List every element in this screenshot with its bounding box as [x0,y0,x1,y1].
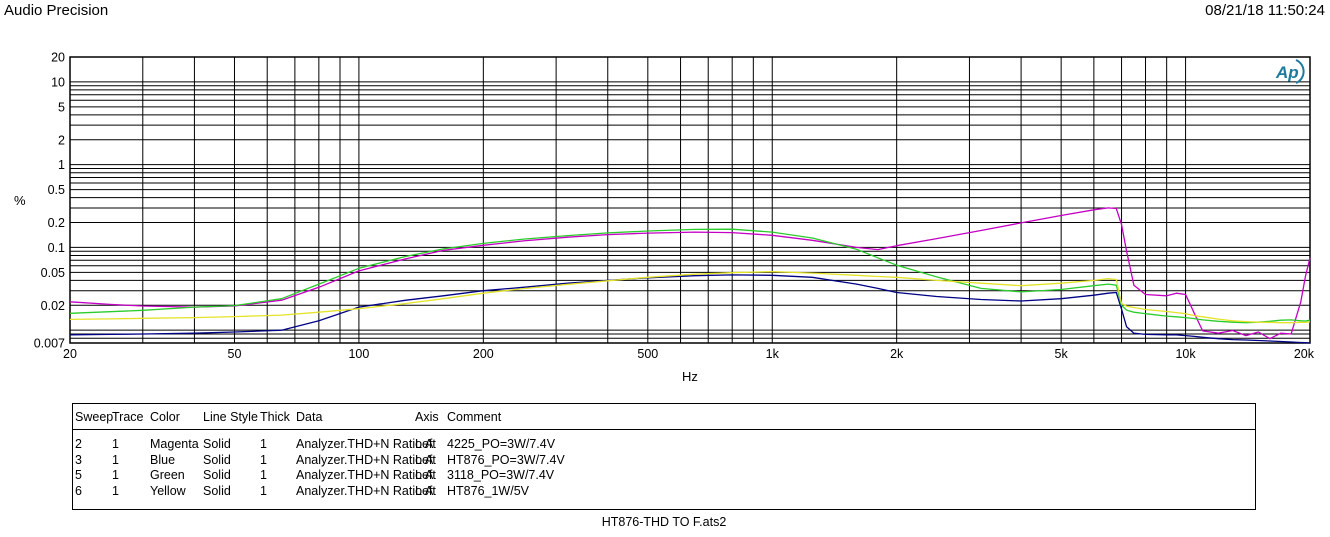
legend-cell: HT876_PO=3W/7.4V [447,452,565,467]
legend-cell: Analyzer.THD+N Ratio A [296,483,434,498]
legend-cell: Left [415,468,436,482]
x-axis-tick-label: 100 [348,347,369,361]
trace-yellow [69,270,1311,324]
legend-column-header: Color [150,410,180,424]
legend-cell: Solid [203,468,231,482]
legend-row: 6 1 Yellow Solid 1 Analyzer.THD+N Ratio A Left… [75,484,1255,500]
legend-column-header: Axis [415,410,439,424]
legend-cell: 6 [75,483,82,498]
legend-cell: Solid [203,437,231,451]
y-axis-tick-label: 0.05 [41,266,65,280]
legend-cell: Left [415,437,436,451]
legend-cell: Solid [203,483,231,498]
legend-row: 2 1 Magenta Solid 1 Analyzer.THD+N Ratio A Lef… [75,437,1255,453]
legend-column-header: Thick [260,410,290,424]
x-axis-tick-label: 500 [637,347,658,361]
legend-cell: 1 [260,437,267,451]
legend-cell: 1 [112,452,119,467]
y-axis-tick-label: 0.1 [48,241,65,255]
x-axis-tick-label: 50 [228,347,242,361]
legend-table: Sweep Trace Color Line Style Thick Data Axis Co… [72,403,1256,510]
x-axis-tick-label: 20k [1294,347,1315,361]
legend-cell: Left [415,483,436,498]
legend-column-header: Trace [112,410,144,424]
legend-cell: Solid [203,452,231,467]
y-axis-tick-label: 0.02 [41,299,65,313]
x-axis-tick-label: 5k [1055,347,1069,361]
legend-cell: 1 [112,483,119,498]
y-axis-tick-label: 1 [58,158,65,172]
trace-blue [69,274,1311,344]
plot-frame [69,56,1311,344]
legend-column-header: Comment [447,410,502,424]
file-caption: HT876-THD TO F.ats2 [601,515,727,529]
legend-column-header: Data [296,410,323,424]
y-axis-tick-label: 5 [58,100,65,114]
trace-magenta [69,207,1311,340]
legend-cell: 1 [260,483,267,498]
legend-cell: 1 [112,437,119,451]
legend-cell: Left [415,452,436,467]
legend-cell: HT876_1W/5V [447,483,529,498]
legend-column-header: Line Style [203,410,258,424]
legend-table-header: Sweep Trace Color Line Style Thick Data Axis Co… [73,404,1255,430]
audio-precision-logo-icon: Ap [1275,63,1299,82]
legend-cell: Yellow [150,483,186,498]
y-axis-tick-label: 10 [51,75,65,89]
legend-cell: 1 [260,452,267,467]
y-axis-tick-label: 0.2 [48,216,65,230]
legend-cell: 2 [75,437,82,451]
x-axis-tick-label: 1k [766,347,780,361]
legend-cell: Magenta [150,437,199,451]
legend-row: 3 1 Blue Solid 1 Analyzer.THD+N Ratio A Left HT… [75,453,1255,469]
legend-cell: 3118_PO=3W/7.4V [447,468,555,482]
legend-cell: 1 [112,468,119,482]
x-axis-tick-label: 2k [890,347,904,361]
trace-green [69,228,1311,324]
legend-cell: 1 [260,468,267,482]
y-axis-unit-label: % [14,193,26,208]
legend-cell: Blue [150,452,176,467]
legend-cell: Analyzer.THD+N Ratio A [296,452,434,467]
x-axis-tick-label: 200 [473,347,494,361]
audio-precision-logo-arc-icon [1295,59,1305,84]
x-axis-tick-label: 10k [1175,347,1196,361]
legend-cell: 4225_PO=3W/7.4V [447,437,556,451]
x-axis-tick-label: 20 [63,347,77,361]
y-axis-tick-label: 0.007 [34,337,65,351]
x-axis-unit-label: Hz [682,369,698,384]
legend-cell: Green [150,468,185,482]
timestamp: 08/21/18 11:50:24 [1205,2,1325,19]
legend-row: 5 1 Green Solid 1 Analyzer.THD+N Ratio A Left 3… [75,468,1255,484]
legend-cell: 5 [75,468,82,482]
y-axis-tick-label: 2 [58,133,65,147]
legend-cell: 3 [75,452,82,467]
app-title: Audio Precision [4,2,109,19]
legend-cell: Analyzer.THD+N Ratio A [296,468,434,482]
legend-cell: Analyzer.THD+N Ratio A [296,437,434,451]
y-axis-tick-label: 20 [51,51,65,65]
legend-column-header: Sweep [75,410,114,424]
y-axis-tick-label: 0.5 [48,183,65,197]
